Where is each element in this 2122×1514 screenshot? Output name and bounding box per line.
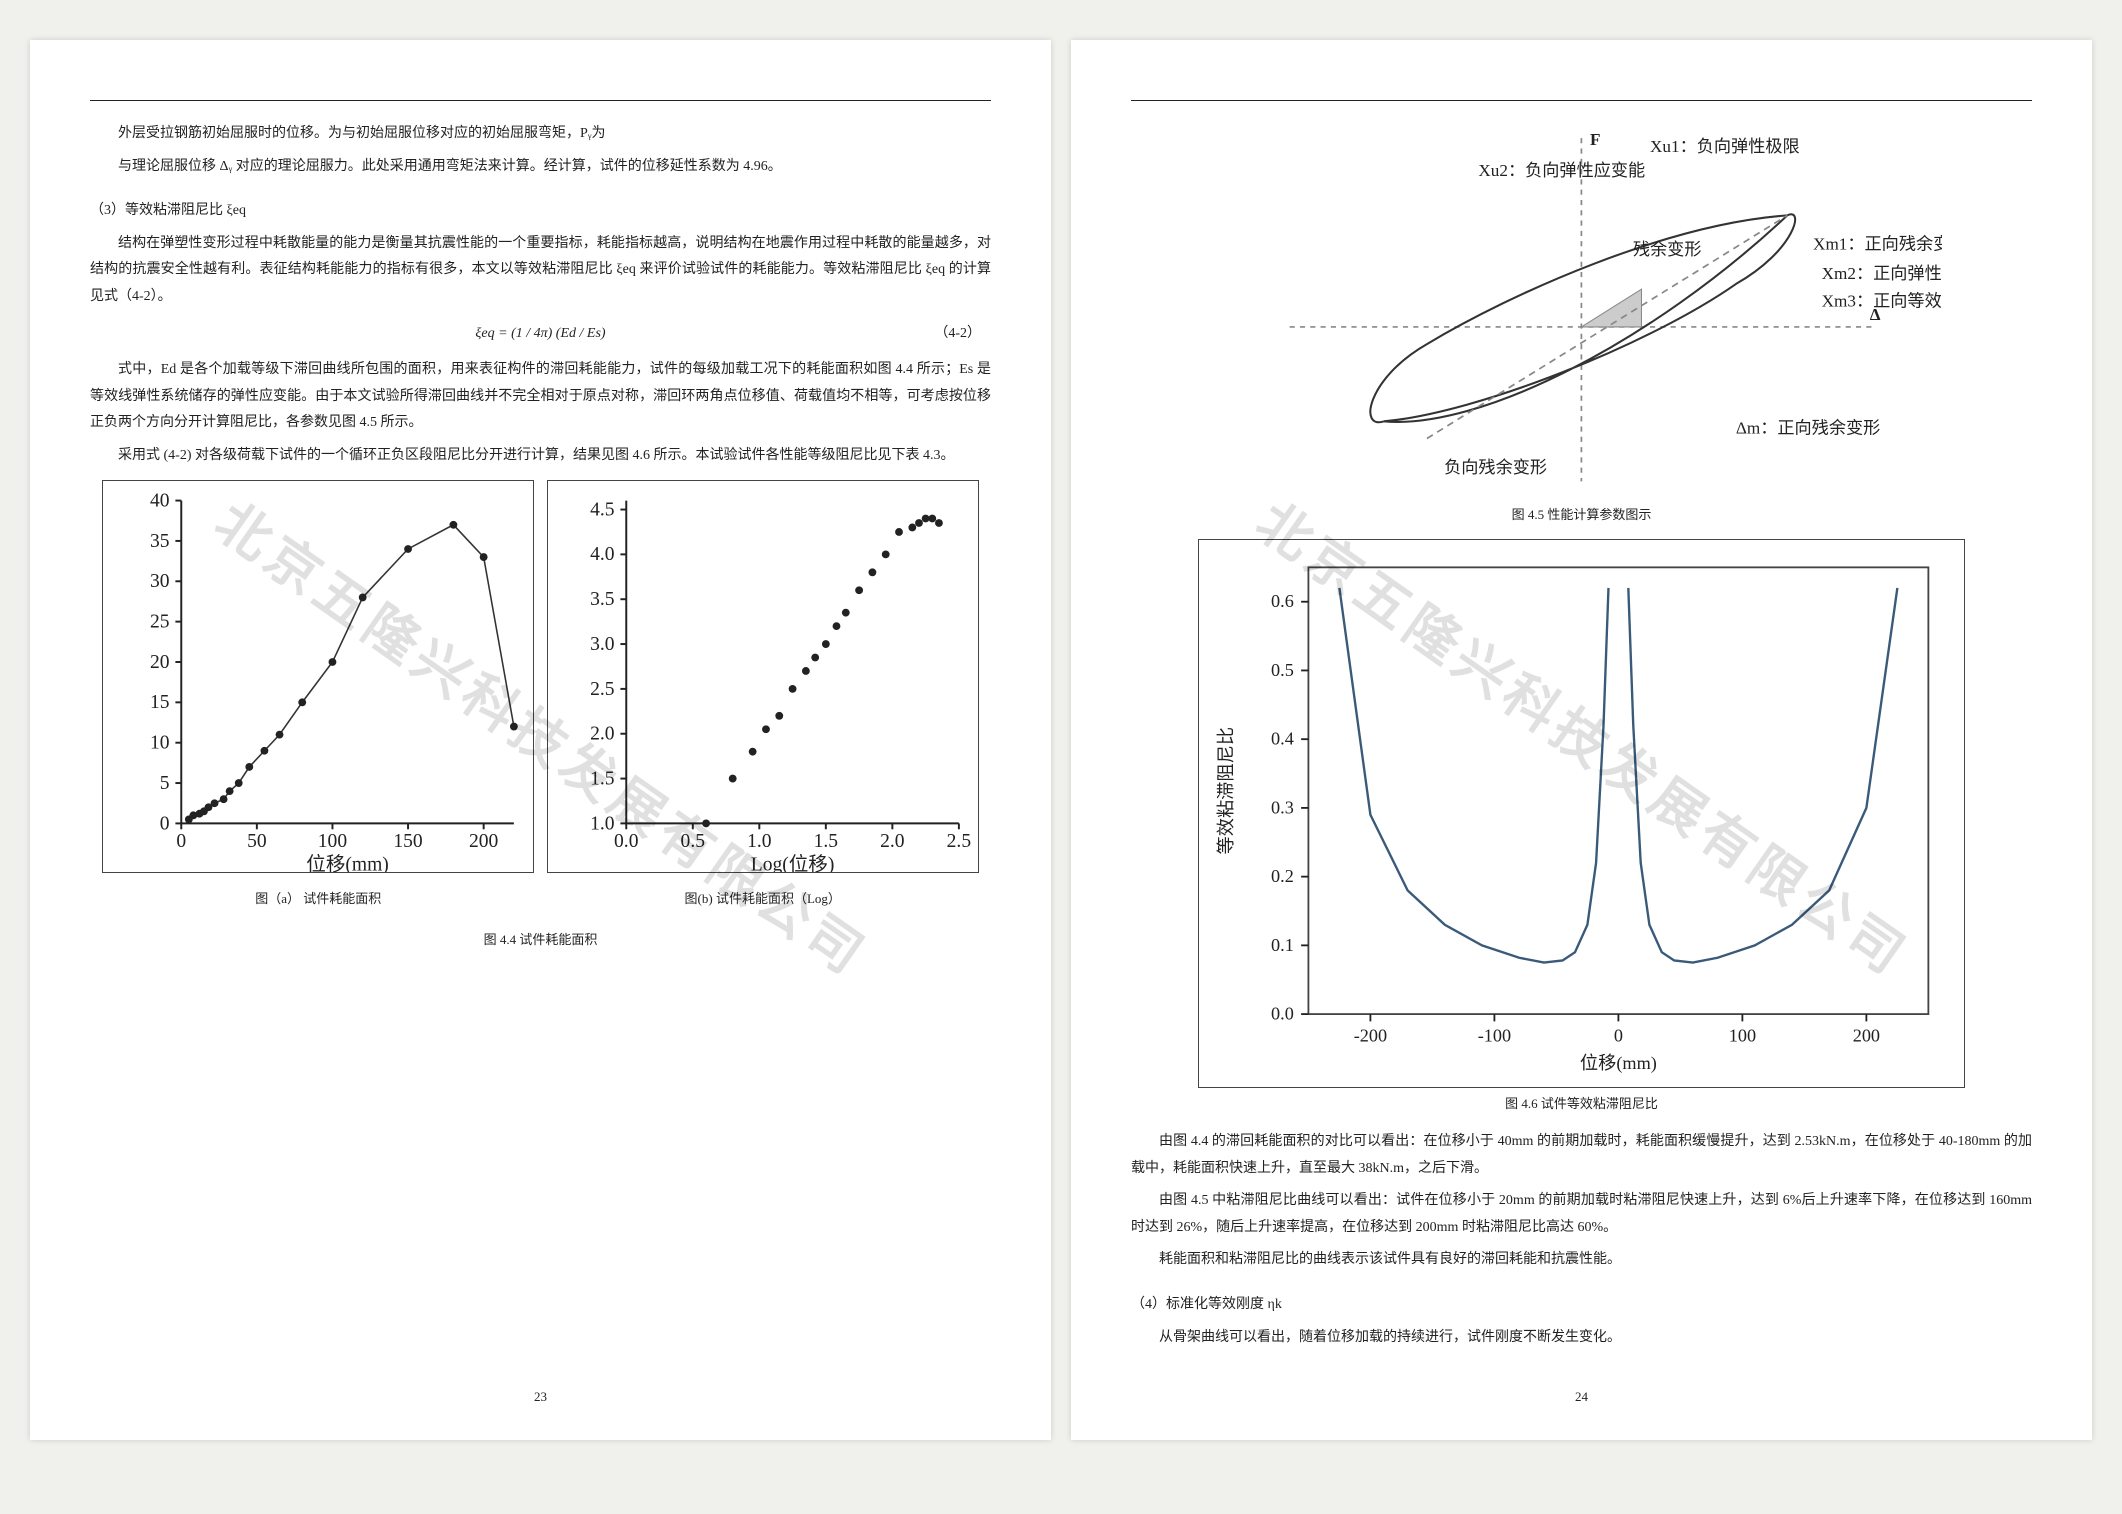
svg-text:50: 50 xyxy=(247,830,267,851)
page-left: 北京五隆兴科技发展有限公司 外层受拉钢筋初始屈服时的位移。为与初始屈服位移对应的… xyxy=(30,40,1051,1440)
svg-text:0.4: 0.4 xyxy=(1271,729,1294,749)
svg-text:10: 10 xyxy=(150,732,170,753)
svg-text:Xu2：负向弹性应变能: Xu2：负向弹性应变能 xyxy=(1479,161,1646,180)
svg-text:F: F xyxy=(1590,130,1600,149)
svg-text:0: 0 xyxy=(176,830,186,851)
svg-text:4.0: 4.0 xyxy=(590,544,615,565)
svg-text:40: 40 xyxy=(150,490,170,511)
fig-4-5-caption: 图 4.5 性能计算参数图示 xyxy=(1131,503,2032,528)
svg-text:-200: -200 xyxy=(1353,1026,1386,1046)
svg-text:-100: -100 xyxy=(1477,1026,1510,1046)
svg-text:0: 0 xyxy=(160,813,170,834)
fig-4-6-caption: 图 4.6 试件等效粘滞阻尼比 xyxy=(1131,1092,2032,1117)
svg-text:等效粘滞阻尼比: 等效粘滞阻尼比 xyxy=(1215,727,1235,855)
svg-text:1.0: 1.0 xyxy=(590,813,615,834)
svg-text:Xu1：负向弹性极限: Xu1：负向弹性极限 xyxy=(1650,137,1800,156)
svg-text:1.5: 1.5 xyxy=(590,768,615,789)
rule-top-left xyxy=(90,100,991,101)
svg-text:150: 150 xyxy=(393,830,423,851)
text-p4: 式中，Ed 是各个加载等级下滞回曲线所包围的面积，用来表征构件的滞回耗能能力，试… xyxy=(90,357,991,437)
svg-text:3.5: 3.5 xyxy=(590,589,615,610)
svg-text:100: 100 xyxy=(1728,1026,1755,1046)
svg-text:负向残余变形: 负向残余变形 xyxy=(1444,458,1547,477)
svg-text:30: 30 xyxy=(150,571,170,592)
fig-4-4-caption: 图 4.4 试件耗能面积 xyxy=(90,928,991,953)
formula-num: （4-2） xyxy=(934,321,981,348)
text-p2: 与理论屈服位移 Δᵧ 对应的理论屈服力。此处采用通用弯矩法来计算。经计算，试件的… xyxy=(90,154,991,181)
text-p5: 采用式 (4-2) 对各级荷载下试件的一个循环正负区段阻尼比分开进行计算，结果见… xyxy=(90,443,991,470)
section-4-head: （4）标准化等效刚度 ηk xyxy=(1131,1292,2032,1319)
svg-text:2.0: 2.0 xyxy=(590,723,615,744)
fig-b: 1.0 1.5 2.0 2.5 3.0 3.5 4.0 4.5 0.0 0.5 1.0 1.5 2.0 2… xyxy=(547,480,979,925)
page-number-left: 23 xyxy=(30,1385,1051,1410)
right-p3: 耗能面积和粘滞阻尼比的曲线表示该试件具有良好的滞回耗能和抗震性能。 xyxy=(1131,1247,2032,1274)
svg-text:位移(mm): 位移(mm) xyxy=(306,853,389,873)
svg-text:4.5: 4.5 xyxy=(590,499,615,520)
svg-text:3.0: 3.0 xyxy=(590,633,615,654)
svg-text:位移(mm): 位移(mm) xyxy=(1580,1053,1657,1074)
svg-text:0.0: 0.0 xyxy=(1271,1004,1294,1024)
svg-text:200: 200 xyxy=(1852,1026,1879,1046)
fig-b-caption: 图(b) 试件耗能面积（Log） xyxy=(547,887,979,912)
svg-text:0.5: 0.5 xyxy=(1271,660,1294,680)
svg-text:200: 200 xyxy=(469,830,499,851)
svg-text:残余变形: 残余变形 xyxy=(1633,240,1702,259)
svg-text:Xm3：正向等效刚度: Xm3：正向等效刚度 xyxy=(1822,291,1942,310)
rule-top-right xyxy=(1131,100,2032,101)
svg-text:0.2: 0.2 xyxy=(1271,866,1294,886)
fig-a: 0 5 10 15 20 25 30 35 40 0 50 100 150 200 位移(mm) 图（a） … xyxy=(102,480,534,925)
svg-text:0.5: 0.5 xyxy=(680,830,705,851)
svg-text:0: 0 xyxy=(1613,1026,1622,1046)
formula-4-2: ξeq = (1 / 4π) (Ed / Es) （4-2） xyxy=(90,321,991,348)
svg-text:Log(位移): Log(位移) xyxy=(750,853,834,873)
svg-text:0.3: 0.3 xyxy=(1271,798,1294,818)
svg-text:0.0: 0.0 xyxy=(614,830,639,851)
svg-text:1.5: 1.5 xyxy=(813,830,838,851)
page-right: 北京五隆兴科技发展有限公司 FΔXu1：负向弹性极限Xu2：负向弹性应变能Xm1… xyxy=(1071,40,2092,1440)
text-p1: 外层受拉钢筋初始屈服时的位移。为与初始屈服位移对应的初始屈服弯矩，Pᵧ为 xyxy=(90,121,991,148)
svg-text:2.0: 2.0 xyxy=(880,830,905,851)
svg-text:25: 25 xyxy=(150,611,170,632)
fig-4-5-diagram: FΔXu1：负向弹性极限Xu2：负向弹性应变能Xm1：正向残余变形Xm2：正向弹… xyxy=(1221,121,1942,499)
text-p3: 结构在弹塑性变形过程中耗散能量的能力是衡量其抗震性能的一个重要指标，耗能指标越高… xyxy=(90,231,991,311)
chart-b-svg: 1.0 1.5 2.0 2.5 3.0 3.5 4.0 4.5 0.0 0.5 1.0 1.5 2.0 2… xyxy=(547,480,979,873)
fig-4-4-container: 0 5 10 15 20 25 30 35 40 0 50 100 150 200 位移(mm) 图（a） … xyxy=(90,480,991,925)
svg-text:2.5: 2.5 xyxy=(590,678,615,699)
svg-text:Xm1：正向残余变形: Xm1：正向残余变形 xyxy=(1813,235,1942,254)
fig-4-6-chart: 0.0 0.1 0.2 0.3 0.4 0.5 0.6 -200 -100 0 100 200 位移(m… xyxy=(1198,539,1966,1088)
right-p4: 从骨架曲线可以看出，随着位移加载的持续进行，试件刚度不断发生变化。 xyxy=(1131,1325,2032,1352)
svg-text:Xm2：正向弹性应变能: Xm2：正向弹性应变能 xyxy=(1822,264,1942,283)
svg-text:Δm：正向残余变形: Δm：正向残余变形 xyxy=(1736,418,1880,437)
svg-text:2.5: 2.5 xyxy=(946,830,971,851)
chart-a-svg: 0 5 10 15 20 25 30 35 40 0 50 100 150 200 位移(mm) xyxy=(102,480,534,873)
svg-text:5: 5 xyxy=(160,772,170,793)
right-p1: 由图 4.4 的滞回耗能面积的对比可以看出：在位移小于 40mm 的前期加载时，… xyxy=(1131,1129,2032,1182)
formula-expr: ξeq = (1 / 4π) (Ed / Es) xyxy=(475,326,605,341)
svg-text:35: 35 xyxy=(150,530,170,551)
page-number-right: 24 xyxy=(1071,1385,2092,1410)
svg-text:100: 100 xyxy=(318,830,348,851)
right-p2: 由图 4.5 中粘滞阻尼比曲线可以看出：试件在位移小于 20mm 的前期加载时粘… xyxy=(1131,1188,2032,1241)
svg-text:0.1: 0.1 xyxy=(1271,935,1294,955)
section-3-head: （3）等效粘滞阻尼比 ξeq xyxy=(90,198,991,225)
svg-text:20: 20 xyxy=(150,651,170,672)
svg-text:1.0: 1.0 xyxy=(747,830,772,851)
svg-text:0.6: 0.6 xyxy=(1271,591,1294,611)
fig-a-caption: 图（a） 试件耗能面积 xyxy=(102,887,534,912)
svg-text:15: 15 xyxy=(150,692,170,713)
